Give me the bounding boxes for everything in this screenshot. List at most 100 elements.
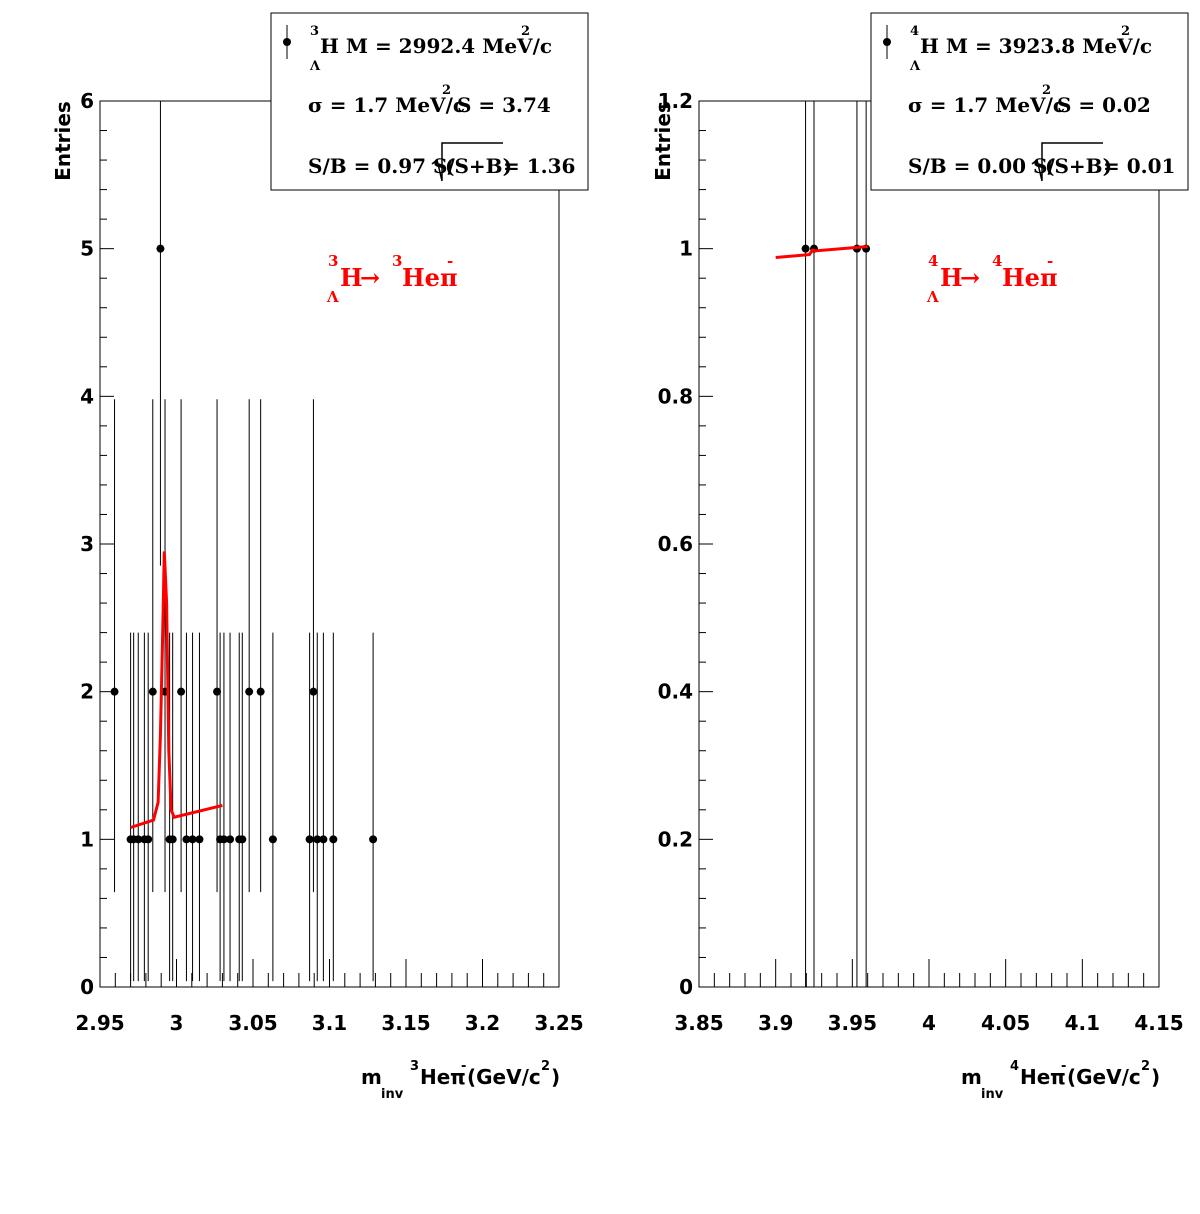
x-title-inv: inv	[981, 1087, 1004, 1102]
legend-sb-denominator: (S+B)	[1045, 154, 1112, 178]
y-tick-label: 2	[80, 680, 94, 704]
decay-charge: -	[447, 252, 453, 270]
data-point	[213, 687, 222, 696]
legend-sb-denominator: (S+B)	[445, 154, 512, 178]
x-tick-label: 3.15	[381, 1011, 430, 1035]
x-title-he: He	[420, 1065, 450, 1089]
legend-lambda: Λ	[909, 59, 921, 74]
x-title-minus: -	[1061, 1059, 1066, 1074]
data-point	[319, 835, 328, 844]
data-point	[245, 687, 254, 696]
x-title-close: )	[1151, 1065, 1160, 1089]
x-tick-label: 2.95	[75, 1011, 124, 1035]
y-tick-label: 3	[80, 532, 94, 556]
y-tick-label: 4	[80, 384, 94, 408]
decay-hypertriton: H	[340, 263, 363, 292]
decay-charge: -	[1047, 252, 1053, 270]
legend-frame	[870, 12, 1189, 191]
x-tick-label: 3.25	[534, 1011, 583, 1035]
decay-arrow-icon: →	[960, 263, 980, 292]
x-title-units: (GeV/c	[467, 1065, 541, 1089]
chart-panel-2: 0 0.2 0.4 0.6 0.8 1 1.2 3.85 3.9 3.95 4 4.05 4.1 4.15…	[651, 12, 1189, 1102]
data-point	[195, 835, 204, 844]
plot-frame	[99, 100, 560, 988]
legend-signal: S = 3.74	[457, 93, 551, 117]
x-title-pi: π	[1050, 1065, 1066, 1089]
x-title-minus: -	[461, 1059, 466, 1074]
legend-significance: = 1.36	[503, 154, 575, 178]
y-axis-title: Entries	[51, 101, 75, 181]
x-title-two: 2	[541, 1059, 550, 1074]
data-point	[177, 687, 186, 696]
x-title-close: )	[551, 1065, 560, 1089]
legend-sigma: σ = 1.7 MeV/c	[308, 93, 465, 117]
x-tick-label: 3.1	[312, 1011, 347, 1035]
x-tick-label: 3.9	[758, 1011, 793, 1035]
data-point	[256, 687, 265, 696]
legend-sup: 2	[521, 24, 530, 39]
x-tick-label: 3.05	[228, 1011, 277, 1035]
x-tick-label: 4.15	[1134, 1011, 1183, 1035]
data-point	[329, 835, 338, 844]
data-point	[188, 835, 197, 844]
legend-lambda: Λ	[309, 59, 321, 74]
y-tick-label: 1.2	[658, 89, 693, 113]
data-point	[219, 835, 228, 844]
x-tick-label: 4.1	[1065, 1011, 1100, 1035]
data-point	[309, 687, 318, 696]
decay-products: Heπ	[402, 263, 458, 292]
y-tick-label: 1	[80, 827, 94, 851]
data-point	[168, 835, 177, 844]
legend-sup: 2	[1121, 24, 1130, 39]
legend-frame	[270, 12, 589, 191]
legend-sup: 2	[442, 83, 451, 98]
legend-sb: S/B = 0.97 S/	[308, 154, 455, 178]
data-point	[369, 835, 378, 844]
data-point	[148, 687, 157, 696]
legend-mass-number: 4	[910, 24, 919, 39]
data-point	[226, 835, 235, 844]
data-point	[313, 835, 322, 844]
legend-mass: H M = 3923.8 MeV/c	[920, 34, 1152, 58]
legend-sb: S/B = 0.00 S/	[908, 154, 1055, 178]
decay-mass-number: 3	[328, 252, 338, 270]
legend-box: 4ΛH M = 3923.8 MeV/c2σ = 1.7 MeV/c2S = 0…	[870, 12, 1189, 191]
decay-arrow-icon: →	[360, 263, 380, 292]
x-tick-label: 4.05	[981, 1011, 1030, 1035]
legend-mass-number: 3	[310, 24, 319, 39]
y-tick-label: 0.8	[658, 384, 693, 408]
y-tick-label: 6	[80, 89, 94, 113]
legend-sigma: σ = 1.7 MeV/c	[908, 93, 1065, 117]
data-point	[134, 835, 143, 844]
y-axis-title: Entries	[651, 101, 675, 181]
decay-lambda: Λ	[326, 288, 339, 306]
legend-significance: = 0.01	[1103, 154, 1175, 178]
legend-sup: 2	[1042, 83, 1051, 98]
x-title-units: (GeV/c	[1067, 1065, 1141, 1089]
y-tick-label: 0.4	[658, 680, 693, 704]
fit-curve	[775, 245, 868, 259]
x-title-mass: 3	[410, 1059, 419, 1074]
x-title-pi: π	[450, 1065, 466, 1089]
x-title-two: 2	[1141, 1059, 1150, 1074]
data-point	[801, 244, 810, 253]
y-tick-label: 5	[80, 237, 94, 261]
decay-products: Heπ	[1002, 263, 1058, 292]
sqrt-icon	[1031, 142, 1103, 182]
data-point	[268, 835, 277, 844]
y-tick-label: 0.2	[658, 827, 693, 851]
data-point	[110, 687, 119, 696]
y-tick-label: 1	[679, 237, 693, 261]
plot-frame	[698, 100, 1160, 988]
decay-mass-number: 4	[992, 252, 1002, 270]
legend-signal: S = 0.02	[1057, 93, 1151, 117]
data-point	[144, 835, 153, 844]
data-point	[238, 835, 247, 844]
x-tick-label: 3.2	[465, 1011, 500, 1035]
x-title-m: m	[961, 1065, 982, 1089]
x-title-mass: 4	[1010, 1059, 1019, 1074]
